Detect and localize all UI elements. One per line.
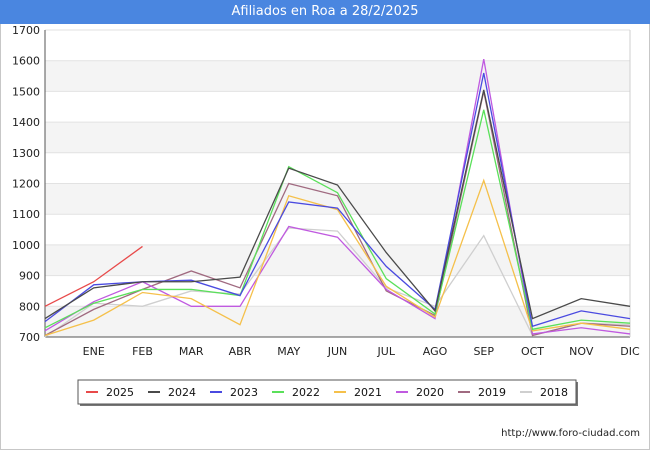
legend-label-2023: 2023: [230, 386, 258, 399]
source-url[interactable]: http://www.foro-ciudad.com: [501, 428, 640, 439]
x-axis-ticks: ENE FEB MAR ABR MAY JUN JUL AGO SEP OCT NOV DIC: [83, 345, 640, 358]
grid-band: [45, 122, 630, 153]
grid: [44, 29, 631, 338]
legend-label-2018: 2018: [540, 386, 568, 399]
y-tick-label: 1700: [12, 24, 40, 37]
chart-title: Afiliados en Roa a 28/2/2025: [0, 0, 650, 24]
legend-label-2020: 2020: [416, 386, 444, 399]
x-tick-label: MAR: [179, 345, 204, 358]
legend-label-2022: 2022: [292, 386, 320, 399]
y-tick-label: 800: [19, 300, 40, 313]
legend: 2025 2024 2023 2022 2021 2020 2019 2018: [77, 379, 578, 406]
legend-label-2021: 2021: [354, 386, 382, 399]
grid-band: [45, 244, 630, 276]
series-line-2025: [44, 245, 143, 307]
x-tick-label: JUL: [377, 345, 396, 358]
legend-label-2024: 2024: [168, 386, 196, 399]
x-tick-label: MAY: [277, 345, 300, 358]
x-tick-label: AGO: [423, 345, 448, 358]
series-line-2022: [44, 109, 631, 331]
y-tick-label: 1500: [12, 85, 40, 98]
x-tick-label: ABR: [229, 345, 252, 358]
grid-band: [45, 60, 630, 92]
y-tick-label: 1100: [12, 208, 40, 221]
y-tick-label: 1200: [12, 178, 40, 191]
legend-label-2019: 2019: [478, 386, 506, 399]
series-line-2024: [44, 89, 631, 320]
y-tick-label: 900: [19, 270, 40, 283]
x-tick-label: SEP: [473, 345, 494, 358]
x-tick-label: JUN: [327, 345, 348, 358]
x-tick-label: DIC: [620, 345, 640, 358]
x-tick-label: NOV: [569, 345, 594, 358]
x-tick-label: OCT: [521, 345, 544, 358]
y-tick-label: 1600: [12, 55, 40, 68]
x-tick-label: FEB: [132, 345, 153, 358]
series-line-2021: [44, 178, 631, 337]
y-axis-ticks: 700 800 900 1000 1100 1200 1300 1400 1500 1600 170…: [12, 24, 40, 344]
y-tick-label: 700: [19, 331, 40, 344]
legend-label-2025: 2025: [106, 386, 134, 399]
legend-box: [77, 379, 577, 405]
y-tick-label: 1400: [12, 116, 40, 129]
y-tick-label: 1000: [12, 239, 40, 252]
series-lines: [44, 59, 631, 338]
y-tick-label: 1300: [12, 147, 40, 160]
x-tick-label: ENE: [83, 345, 105, 358]
